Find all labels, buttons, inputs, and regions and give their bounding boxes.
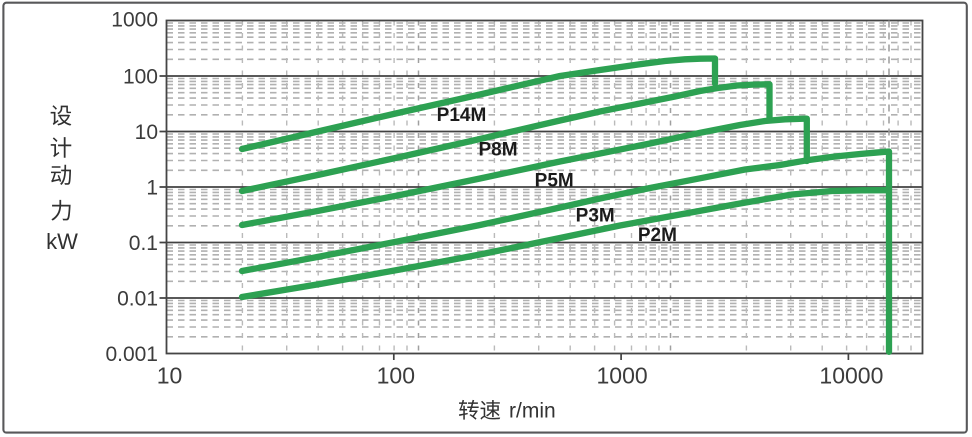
svg-text:100: 100 — [123, 66, 158, 89]
svg-text:P3M: P3M — [576, 206, 615, 227]
svg-text:kW: kW — [46, 229, 78, 254]
svg-text:P5M: P5M — [535, 170, 574, 191]
svg-text:r/min: r/min — [509, 400, 556, 423]
svg-text:10000: 10000 — [819, 362, 883, 388]
svg-text:1000: 1000 — [597, 362, 648, 388]
svg-text:0.01: 0.01 — [117, 288, 158, 311]
svg-text:0.001: 0.001 — [105, 343, 158, 366]
svg-text:10: 10 — [157, 362, 183, 388]
svg-text:P14M: P14M — [437, 105, 487, 126]
svg-text:10: 10 — [135, 121, 158, 144]
svg-text:0.1: 0.1 — [129, 232, 158, 255]
svg-text:P2M: P2M — [638, 225, 677, 246]
svg-text:1000: 1000 — [111, 9, 158, 32]
svg-text:P8M: P8M — [478, 140, 517, 161]
svg-text:1: 1 — [146, 177, 158, 200]
svg-text:100: 100 — [377, 362, 415, 388]
